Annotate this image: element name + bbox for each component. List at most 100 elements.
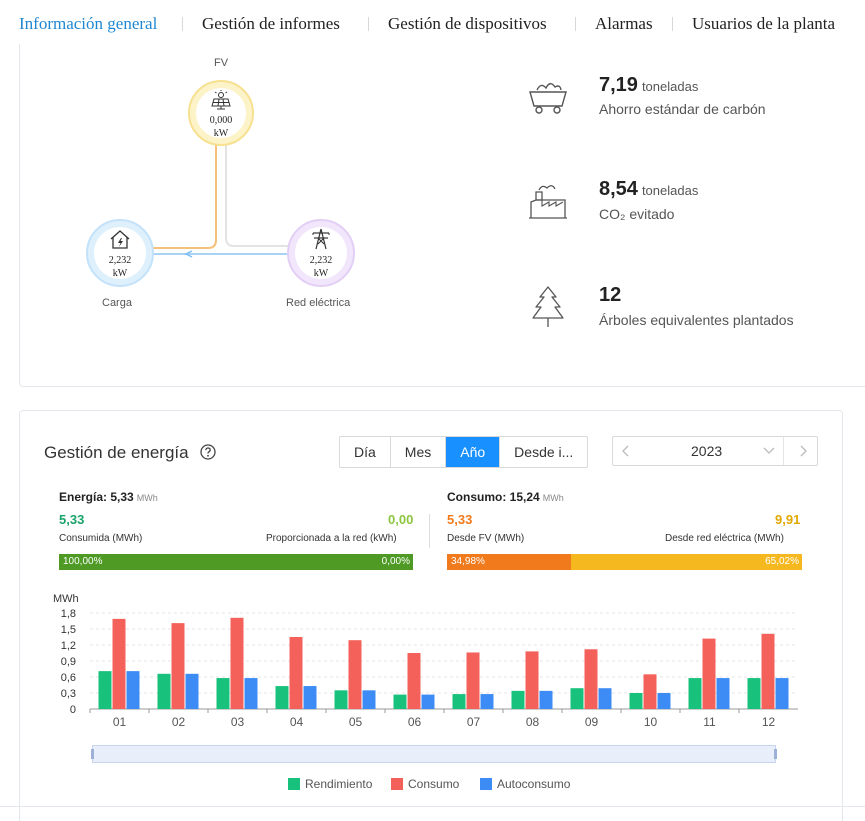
bar-rendimiento bbox=[452, 694, 466, 709]
top-navigation: Información general Gestión de informes … bbox=[0, 0, 865, 50]
tab-informacion-general[interactable]: Información general bbox=[19, 14, 158, 33]
fed-to-grid-value: 0,00 bbox=[388, 512, 414, 527]
pv-power-unit: kW bbox=[213, 128, 229, 139]
bar-rendimiento bbox=[570, 688, 584, 709]
trees-value: 12 bbox=[599, 284, 622, 306]
legend-rendimiento[interactable]: Rendimiento bbox=[288, 777, 372, 791]
bar-autoconsumo bbox=[716, 678, 730, 709]
chevron-down-icon[interactable] bbox=[763, 447, 775, 455]
x-tick-label: 01 bbox=[113, 715, 127, 729]
grid-power-value: 2,232 bbox=[309, 255, 333, 266]
chart-zoom-slider[interactable] bbox=[91, 745, 777, 763]
nav-separator bbox=[575, 17, 576, 31]
bar-consumo bbox=[171, 623, 185, 709]
load-power-unit: kW bbox=[112, 268, 128, 279]
legend-swatch bbox=[288, 778, 300, 790]
from-grid-label: Desde red eléctrica (MWh) bbox=[665, 533, 784, 544]
x-tick-label: 11 bbox=[703, 715, 716, 729]
from-pv-value: 5,33 bbox=[447, 512, 473, 527]
y-tick-label: 0,9 bbox=[61, 656, 76, 668]
pv-node-inner: 0,000 kW bbox=[196, 88, 246, 139]
bar-consumo bbox=[584, 649, 598, 709]
production-ratio-consumed-segment: 100,00% bbox=[59, 554, 413, 570]
grid-power-unit: kW bbox=[313, 268, 329, 279]
chevron-right-icon[interactable] bbox=[798, 445, 808, 457]
footer-divider bbox=[0, 806, 865, 807]
period-selector: Día Mes Año Desde i... bbox=[339, 436, 589, 468]
bar-autoconsumo bbox=[539, 690, 553, 709]
help-icon[interactable] bbox=[200, 444, 216, 460]
energy-management-title: Gestión de energía bbox=[44, 443, 189, 462]
period-tab-mes[interactable]: Mes bbox=[391, 437, 447, 467]
bar-consumo bbox=[289, 637, 303, 709]
x-tick-label: 05 bbox=[349, 715, 363, 729]
x-tick-label: 12 bbox=[762, 715, 776, 729]
x-tick-label: 04 bbox=[290, 715, 304, 729]
tab-usuarios-planta[interactable]: Usuarios de la planta bbox=[692, 14, 836, 33]
bar-rendimiento bbox=[275, 686, 289, 709]
year-select[interactable]: 2023 bbox=[691, 443, 723, 459]
co2-avoided-label: CO₂ evitado bbox=[599, 206, 675, 222]
production-ratio-grid-label: 0,00% bbox=[381, 556, 410, 567]
grid-node-inner: 2,232 kW bbox=[295, 227, 347, 279]
y-tick-label: 1,5 bbox=[61, 624, 76, 636]
grid-label: Red eléctrica bbox=[286, 297, 351, 309]
x-tick-label: 08 bbox=[526, 715, 540, 729]
y-tick-label: 0,6 bbox=[61, 672, 76, 684]
y-tick-label: 0,3 bbox=[61, 688, 76, 700]
fed-to-grid-label: Proporcionada a la red (kWh) bbox=[266, 533, 397, 544]
x-tick-label: 03 bbox=[231, 715, 245, 729]
bar-autoconsumo bbox=[185, 673, 199, 709]
bar-rendimiento bbox=[157, 673, 171, 709]
period-tab-ano[interactable]: Año bbox=[446, 437, 501, 467]
pv-label: FV bbox=[214, 57, 229, 69]
bar-rendimiento bbox=[216, 678, 230, 709]
nav-separator bbox=[182, 17, 183, 31]
year-picker: 2023 bbox=[612, 436, 818, 466]
bar-autoconsumo bbox=[421, 694, 435, 709]
bar-rendimiento bbox=[747, 678, 761, 709]
from-pv-label: Desde FV (MWh) bbox=[447, 533, 525, 544]
bar-rendimiento bbox=[334, 690, 348, 709]
bar-consumo bbox=[112, 618, 126, 709]
coal-cart-icon bbox=[529, 83, 567, 114]
bar-autoconsumo bbox=[244, 678, 258, 709]
y-tick-label: 1,8 bbox=[61, 608, 76, 620]
x-tick-label: 10 bbox=[644, 715, 658, 729]
legend-swatch bbox=[391, 778, 403, 790]
legend-autoconsumo[interactable]: Autoconsumo bbox=[480, 777, 570, 791]
period-tab-desde-inicio[interactable]: Desde i... bbox=[514, 444, 574, 460]
factory-icon bbox=[529, 185, 567, 219]
transmission-tower-icon bbox=[312, 228, 330, 250]
coal-saving-label: Ahorro estándar de carbón bbox=[599, 101, 766, 117]
nav-separator bbox=[368, 17, 369, 31]
load-power-value: 2,232 bbox=[108, 255, 132, 266]
x-tick-label: 09 bbox=[585, 715, 599, 729]
production-ratio-bar: 100,00% 0,00% bbox=[59, 554, 413, 570]
bar-consumo bbox=[230, 617, 244, 709]
monthly-energy-chart: MWh 0 0,3 0,6 0,9 1,2 1,5 1,8 01 02 03 04 05 06 07 08 09… bbox=[53, 593, 798, 729]
tree-icon bbox=[532, 286, 564, 327]
x-tick-label: 06 bbox=[408, 715, 422, 729]
bar-consumo bbox=[702, 638, 716, 709]
consumed-value: 5,33 bbox=[59, 512, 85, 527]
coal-saving-value: 7,19 toneladas bbox=[599, 74, 699, 96]
pv-power-value: 0,000 bbox=[209, 115, 233, 126]
y-axis-label: MWh bbox=[53, 593, 79, 605]
zoom-handle-right[interactable] bbox=[774, 749, 777, 759]
x-tick-label: 07 bbox=[467, 715, 481, 729]
tab-gestion-dispositivos[interactable]: Gestión de dispositivos bbox=[388, 14, 547, 33]
consumption-summary-heading: Consumo: 15,24 MWh bbox=[447, 490, 564, 504]
load-label: Carga bbox=[102, 297, 132, 309]
tab-alarmas[interactable]: Alarmas bbox=[595, 14, 653, 33]
period-tab-dia[interactable]: Día bbox=[340, 437, 391, 467]
legend-consumo[interactable]: Consumo bbox=[391, 777, 459, 791]
zoom-handle-left[interactable] bbox=[91, 749, 94, 759]
chevron-left-icon[interactable] bbox=[621, 445, 631, 457]
bar-consumo bbox=[348, 640, 362, 709]
tab-gestion-informes[interactable]: Gestión de informes bbox=[202, 14, 340, 33]
consumption-ratio-pv-segment: 34,98% bbox=[447, 554, 572, 570]
bar-consumo bbox=[643, 674, 657, 709]
picker-divider bbox=[783, 437, 784, 465]
bar-autoconsumo bbox=[480, 694, 494, 709]
